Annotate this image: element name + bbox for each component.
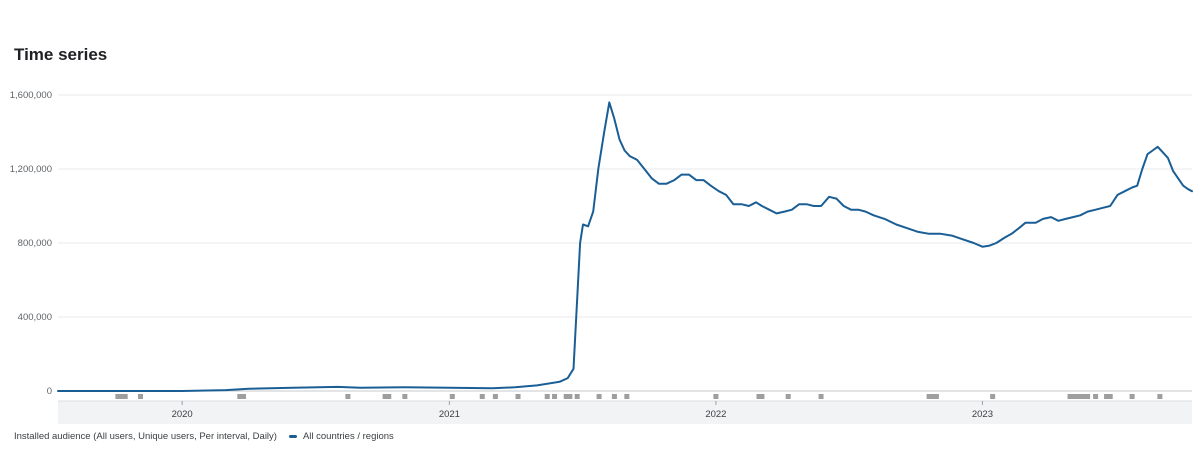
event-marker[interactable] (386, 394, 392, 399)
gridlines (58, 94, 1192, 392)
event-marker[interactable] (122, 394, 128, 399)
legend-description: Installed audience (All users, Unique us… (14, 431, 277, 442)
event-marker[interactable] (933, 394, 939, 399)
event-marker[interactable] (552, 394, 558, 399)
event-marker[interactable] (449, 394, 455, 399)
event-marker[interactable] (1070, 394, 1076, 399)
series-line[interactable] (57, 101, 1193, 392)
x-tick-label: 2022 (705, 409, 726, 420)
event-marker[interactable] (818, 394, 824, 399)
event-marker[interactable] (402, 394, 408, 399)
event-marker[interactable] (382, 394, 388, 399)
event-marker[interactable] (1107, 394, 1113, 399)
event-markers (115, 394, 1163, 399)
event-marker[interactable] (785, 394, 791, 399)
legend-swatch-icon (288, 435, 297, 438)
y-tick-label: 800,000 (18, 238, 52, 249)
legend: Installed audience (All users, Unique us… (14, 431, 394, 442)
event-marker[interactable] (1129, 394, 1135, 399)
event-marker[interactable] (237, 394, 243, 399)
event-marker[interactable] (1081, 394, 1087, 399)
event-marker[interactable] (1157, 394, 1163, 399)
event-marker[interactable] (624, 394, 630, 399)
event-marker[interactable] (345, 394, 351, 399)
event-marker[interactable] (567, 394, 573, 399)
event-marker[interactable] (492, 394, 498, 399)
y-axis-ticks: 0 400,000 800,000 1,200,000 1,600,000 (10, 90, 52, 397)
event-marker[interactable] (544, 394, 550, 399)
legend-series-label[interactable]: All countries / regions (302, 431, 394, 442)
event-marker[interactable] (1067, 394, 1073, 399)
event-marker[interactable] (759, 394, 765, 399)
series-layer (57, 101, 1193, 392)
y-tick-label: 400,000 (18, 312, 52, 323)
event-marker[interactable] (563, 394, 569, 399)
event-marker[interactable] (1085, 394, 1091, 399)
y-tick-label: 1,200,000 (10, 164, 52, 175)
page-title: Time series (14, 45, 108, 64)
event-marker[interactable] (240, 394, 246, 399)
event-marker[interactable] (611, 394, 617, 399)
event-marker[interactable] (596, 394, 602, 399)
event-marker[interactable] (574, 394, 580, 399)
event-marker[interactable] (515, 394, 521, 399)
event-marker[interactable] (115, 394, 121, 399)
event-marker[interactable] (756, 394, 762, 399)
y-tick-label: 0 (47, 386, 52, 397)
y-tick-label: 1,600,000 (10, 90, 52, 101)
x-tick-label: 2020 (172, 409, 193, 420)
event-marker[interactable] (119, 394, 125, 399)
x-tick-label: 2023 (972, 409, 993, 420)
event-marker[interactable] (479, 394, 485, 399)
event-marker[interactable] (930, 394, 936, 399)
event-marker[interactable] (1077, 394, 1083, 399)
event-marker[interactable] (1074, 394, 1080, 399)
event-marker[interactable] (713, 394, 719, 399)
event-marker[interactable] (1093, 394, 1099, 399)
event-marker[interactable] (1104, 394, 1110, 399)
event-marker[interactable] (138, 394, 144, 399)
event-marker[interactable] (990, 394, 996, 399)
x-axis: 2020 2021 2022 2023 (58, 400, 1192, 424)
x-tick-label: 2021 (439, 409, 460, 420)
event-marker[interactable] (926, 394, 932, 399)
x-axis-band (58, 401, 1192, 424)
